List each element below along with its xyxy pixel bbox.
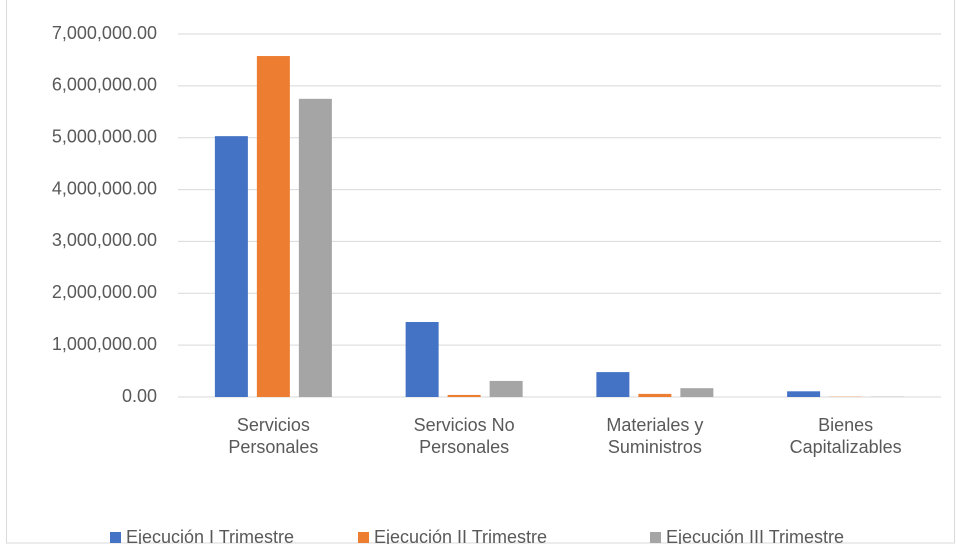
bar <box>596 372 630 397</box>
y-tick-label: 5,000,000.00 <box>52 126 157 146</box>
x-tick-label: Servicios Personales <box>228 415 319 457</box>
bar <box>298 98 332 398</box>
y-tick-label: 1,000,000.00 <box>52 334 157 354</box>
y-tick-label: 0.00 <box>122 386 157 406</box>
y-tick-label: 2,000,000.00 <box>52 282 157 302</box>
bar <box>787 391 821 397</box>
legend-label: Ejecución III Trimestre <box>666 527 845 544</box>
legend-item: Ejecución I Trimestre <box>110 527 294 544</box>
chart-frame <box>6 0 955 544</box>
y-tick-label: 4,000,000.00 <box>52 178 157 198</box>
bar <box>680 388 714 397</box>
bar <box>447 394 481 397</box>
bar <box>489 380 523 397</box>
legend-swatch <box>110 532 121 543</box>
bar <box>214 136 248 397</box>
legend-swatch <box>650 532 661 543</box>
x-tick-label: Materiales y Suministros <box>606 415 704 457</box>
y-tick-label: 6,000,000.00 <box>52 75 157 95</box>
legend-item: Ejecución II Trimestre <box>358 527 547 544</box>
x-tick-label: Servicios No Personales <box>413 415 515 457</box>
y-tick-label: 7,000,000.00 <box>52 23 157 43</box>
y-tick-label: 3,000,000.00 <box>52 230 157 250</box>
legend-item: Ejecución III Trimestre <box>650 527 844 544</box>
bar <box>256 56 290 398</box>
legend-label: Ejecución I Trimestre <box>126 527 295 544</box>
bar <box>638 393 672 397</box>
legend-label: Ejecución II Trimestre <box>374 527 548 544</box>
x-tick-label: Bienes Capitalizables <box>789 415 902 457</box>
bar <box>405 322 439 397</box>
legend-swatch <box>358 532 369 543</box>
